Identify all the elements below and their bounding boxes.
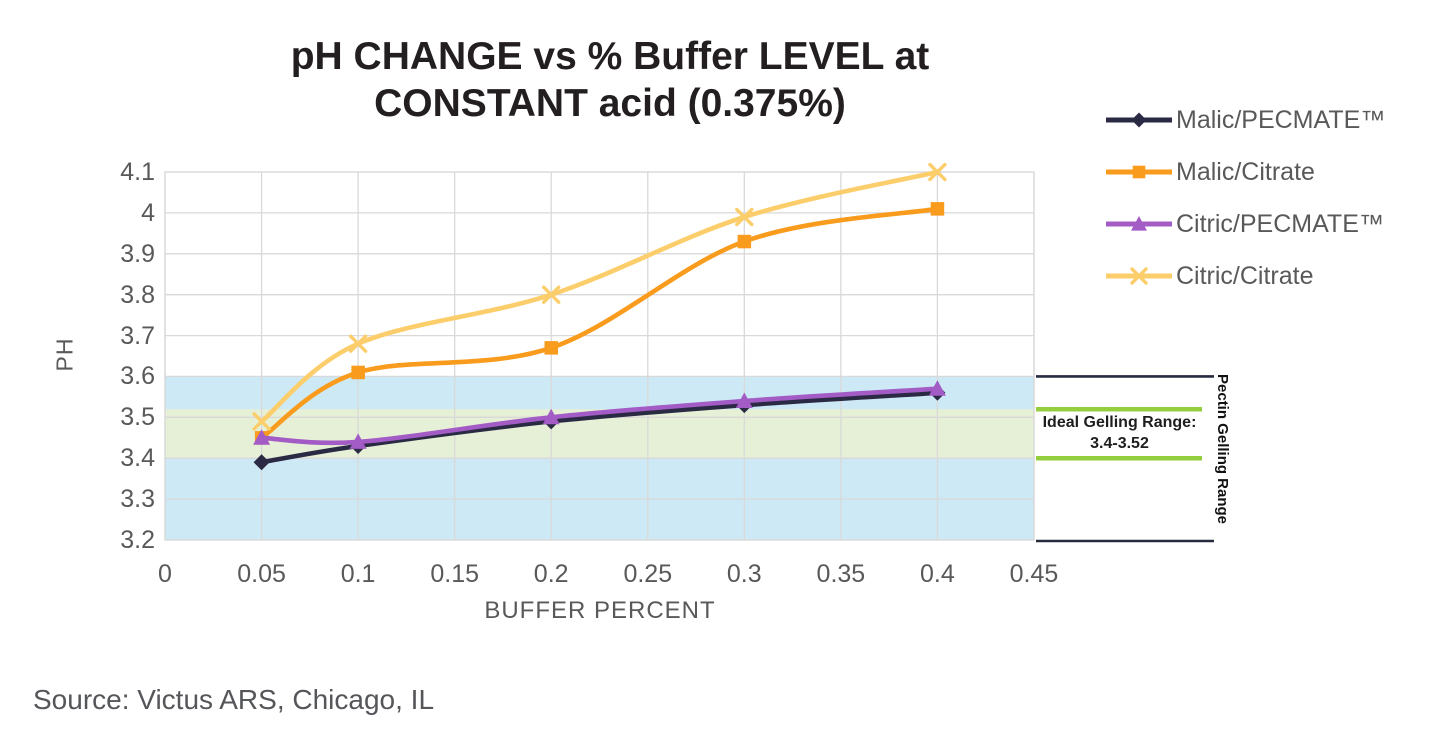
x-tick-label: 0.3 (726, 560, 762, 588)
x-tick-label: 0.2 (533, 560, 569, 588)
x-tick-label: 0.4 (920, 560, 955, 588)
x-tick-label: 0.35 (816, 560, 866, 588)
chart-title-line2: CONSTANT acid (0.375%) (374, 82, 846, 125)
y-tick-label: 3.9 (120, 239, 155, 268)
y-tick-label: 3.3 (120, 485, 155, 514)
x-tick-label: 0.05 (237, 560, 286, 588)
legend-item: Citric/PECMATE™ (1104, 198, 1385, 250)
ideal-gelling-annotation: Ideal Gelling Range: 3.4-3.52 (1036, 412, 1203, 454)
legend-label: Citric/Citrate (1176, 261, 1314, 290)
chart-title: pH CHANGE vs % Buffer LEVEL at CONSTANT … (150, 33, 1070, 127)
legend-swatch-diamond-icon (1106, 112, 1172, 128)
x-tick-label: 0.15 (430, 560, 480, 588)
x-tick-label: 0 (158, 560, 172, 588)
y-tick-label: 3.5 (120, 403, 155, 432)
y-tick-label: 4.1 (120, 158, 155, 186)
y-axis-title: PH (51, 337, 78, 372)
y-tick-label: 3.8 (120, 280, 155, 309)
x-tick-label: 0.45 (1009, 560, 1059, 588)
legend-label: Malic/Citrate (1176, 157, 1315, 186)
chart-legend: Malic/PECMATE™ Malic/Citrate Citric/PECMAT… (1104, 94, 1385, 302)
y-tick-label: 4 (141, 198, 155, 227)
legend-label: Citric/PECMATE™ (1176, 209, 1384, 238)
ideal-gelling-label-line2: 3.4-3.52 (1090, 435, 1149, 452)
ideal-gelling-label-line1: Ideal Gelling Range: (1042, 414, 1197, 431)
legend-label: Malic/PECMATE™ (1176, 105, 1386, 134)
y-tick-label: 3.7 (120, 321, 155, 350)
x-tick-label: 0.25 (623, 560, 673, 588)
x-axis-title: BUFFER PERCENT (484, 597, 716, 624)
legend-item: Citric/Citrate (1104, 250, 1385, 302)
chart-title-line1: pH CHANGE vs % Buffer LEVEL at (290, 35, 930, 78)
x-tick-label: 0.1 (340, 560, 376, 588)
y-tick-label: 3.4 (120, 444, 155, 473)
legend-item: Malic/PECMATE™ (1104, 94, 1385, 146)
pectin-gelling-label: Pectin Gelling Range (1214, 374, 1231, 525)
y-tick-label: 3.2 (120, 526, 155, 554)
legend-item: Malic/Citrate (1104, 146, 1385, 198)
legend-swatch-x-icon (1106, 267, 1172, 285)
legend-swatch-square-icon (1106, 165, 1172, 179)
y-tick-label: 3.6 (120, 362, 155, 391)
legend-swatch-triangle-icon (1106, 216, 1172, 231)
source-note: Source: Victus ARS, Chicago, IL (33, 684, 435, 715)
